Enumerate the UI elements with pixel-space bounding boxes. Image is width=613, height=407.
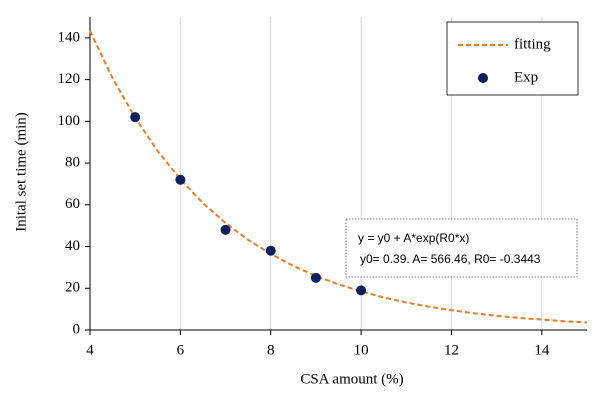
y-tick-label: 100 bbox=[58, 113, 81, 129]
data-point bbox=[130, 112, 141, 123]
y-tick-label: 40 bbox=[65, 238, 80, 254]
annotation-box bbox=[345, 218, 578, 278]
data-point bbox=[310, 272, 321, 283]
data-point bbox=[175, 174, 186, 185]
fit-line bbox=[89, 30, 588, 324]
x-tick-label: 12 bbox=[444, 342, 459, 358]
data-point bbox=[220, 224, 231, 235]
x-tick-label: 8 bbox=[267, 342, 275, 358]
x-tick-label: 14 bbox=[534, 342, 550, 358]
y-tick-label: 140 bbox=[58, 29, 81, 45]
legend-label: Exp bbox=[514, 69, 538, 85]
y-tick-label: 0 bbox=[73, 321, 81, 337]
data-point bbox=[265, 245, 276, 256]
legend-box bbox=[446, 21, 579, 96]
y-tick-label: 20 bbox=[65, 280, 80, 296]
y-tick-label: 60 bbox=[65, 196, 80, 212]
legend-label: fitting bbox=[514, 36, 551, 52]
y-axis-label: Inital set time (min) bbox=[13, 112, 29, 232]
x-axis-label: CSA amount (%) bbox=[300, 371, 403, 387]
data-point bbox=[356, 285, 367, 296]
y-tick-label: 80 bbox=[65, 155, 80, 171]
annotation: y = y0 + A*exp(R0*x) bbox=[358, 231, 469, 245]
x-tick-label: 10 bbox=[354, 342, 369, 358]
y-tick-label: 120 bbox=[58, 71, 81, 87]
annotation: y0= 0.39. A= 566.46, R0= -0.3443 bbox=[360, 252, 541, 266]
x-tick-label: 4 bbox=[86, 342, 94, 358]
legend-swatch bbox=[478, 73, 488, 83]
x-tick-label: 6 bbox=[177, 342, 185, 358]
